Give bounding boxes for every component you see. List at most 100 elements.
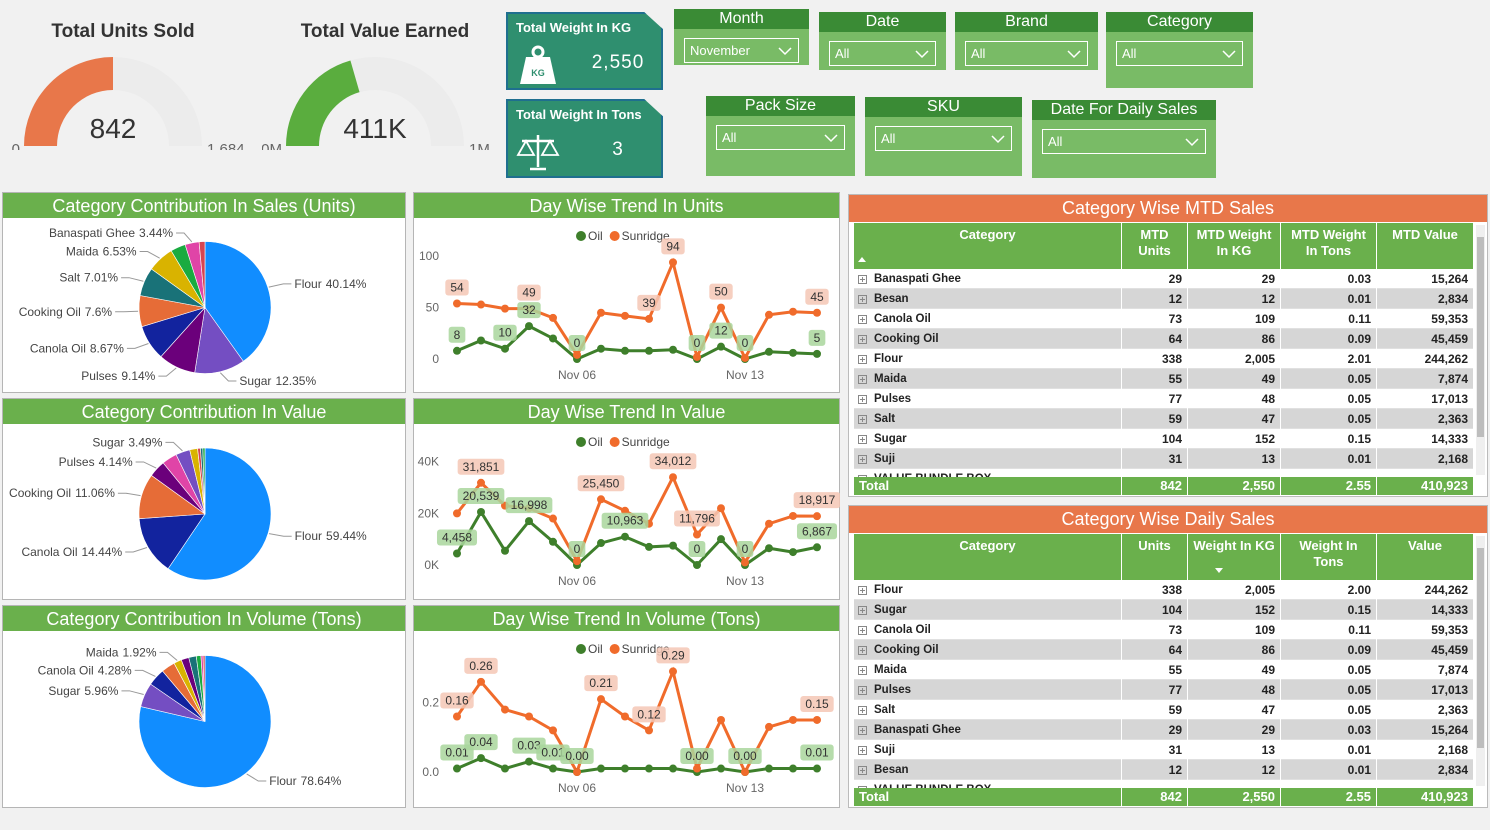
table-cell: 2,834 bbox=[1377, 289, 1474, 309]
point bbox=[813, 512, 821, 521]
scrollbar[interactable] bbox=[1476, 536, 1485, 786]
gauge-title: Total Value Earned bbox=[301, 21, 470, 42]
pie-label-category: Canola Oil bbox=[21, 545, 77, 559]
scroll-thumb[interactable] bbox=[1477, 237, 1484, 437]
slicer-dropdown[interactable]: All bbox=[875, 126, 1012, 151]
column-header[interactable]: MTD Value bbox=[1377, 223, 1473, 269]
table-cell: 15,264 bbox=[1377, 720, 1474, 740]
point bbox=[453, 549, 461, 558]
table-cell: 64 bbox=[1122, 640, 1188, 660]
column-header[interactable]: Weight In Tons bbox=[1281, 534, 1376, 580]
slicer-dropdown[interactable]: All bbox=[1116, 41, 1243, 66]
table-cell: 152 bbox=[1188, 600, 1281, 620]
column-header[interactable]: Units bbox=[1122, 534, 1187, 580]
table-cell: 152 bbox=[1188, 429, 1281, 449]
slicer-dropdown[interactable]: All bbox=[1042, 129, 1206, 154]
scrollbar[interactable] bbox=[1476, 225, 1485, 475]
table-cell: 17,013 bbox=[1377, 680, 1474, 700]
x-tick-label: Nov 06 bbox=[558, 368, 596, 382]
table-cell: 73 bbox=[1122, 620, 1188, 640]
pie-label: Flour 78.64% bbox=[269, 774, 341, 788]
data-label-bg bbox=[680, 748, 714, 764]
column-header[interactable]: MTD Units bbox=[1122, 223, 1187, 269]
table-cell: Banaspati Ghee bbox=[854, 720, 1122, 740]
point bbox=[597, 695, 605, 704]
table-row: Salt 59 47 0.05 2,363 bbox=[854, 700, 1474, 720]
data-label: 12 bbox=[714, 324, 728, 338]
table-cell: 12 bbox=[1122, 289, 1188, 309]
table-cell: 77 bbox=[1122, 680, 1188, 700]
column-header[interactable]: Value bbox=[1377, 534, 1473, 580]
sort-arrow bbox=[858, 257, 866, 262]
point bbox=[645, 542, 653, 551]
pie-label-value: 59.44% bbox=[326, 529, 367, 543]
table-row: Banaspati Ghee 29 29 0.03 15,264 bbox=[854, 269, 1474, 289]
point bbox=[813, 308, 821, 317]
data-label: 0.01 bbox=[541, 746, 565, 760]
data-label: 54 bbox=[450, 281, 464, 295]
pie-slice bbox=[138, 513, 206, 570]
slicer-dropdown[interactable]: All bbox=[716, 125, 845, 150]
pie-label-category: Canola Oil bbox=[38, 663, 94, 677]
total-row: Total 842 2,550 2.55 410,923 bbox=[854, 788, 1474, 806]
data-label: 10,963 bbox=[607, 514, 644, 528]
table-cell: 109 bbox=[1188, 309, 1281, 329]
pie-label-category: Sugar bbox=[239, 374, 271, 388]
point bbox=[453, 299, 461, 308]
pie-label: Maida 6.53% bbox=[66, 245, 137, 259]
point bbox=[693, 530, 701, 539]
pie-label: Pulses 9.14% bbox=[81, 369, 155, 383]
table-cell: VALUE BUNDLE BOX bbox=[854, 780, 1122, 788]
table-cell: Cooking Oil bbox=[854, 329, 1122, 349]
expand-icon bbox=[858, 315, 867, 324]
column-header[interactable]: Category bbox=[854, 534, 1121, 580]
data-label-bg bbox=[649, 453, 697, 470]
scroll-thumb[interactable] bbox=[1477, 548, 1484, 748]
column-header[interactable]: MTD Weight In KG bbox=[1188, 223, 1280, 269]
slicer-dropdown[interactable]: All bbox=[829, 41, 936, 66]
slicer-dropdown[interactable]: All bbox=[965, 41, 1088, 66]
table-cell: 47 bbox=[1188, 700, 1281, 720]
table-row: Flour 338 2,005 2.00 244,262 bbox=[854, 580, 1474, 600]
point bbox=[789, 764, 797, 773]
table-cell: 48 bbox=[1188, 680, 1281, 700]
title-bar bbox=[414, 399, 839, 424]
y-tick-label: 0K bbox=[424, 558, 439, 572]
legend-label: Sunridge bbox=[622, 229, 670, 243]
pie-label: Flour 40.14% bbox=[294, 277, 366, 291]
kpi-card: Total Weight In Tons 3 bbox=[506, 99, 663, 178]
table-cell: 2,168 bbox=[1377, 449, 1474, 469]
table-row: Sugar 104 152 0.15 14,333 bbox=[854, 429, 1474, 449]
chevron bbox=[824, 134, 838, 143]
table-row: VALUE BUNDLE BOX bbox=[854, 469, 1474, 477]
card-title: Total Weight In Tons bbox=[516, 107, 642, 122]
table-row: Flour 338 2,005 2.01 244,262 bbox=[854, 349, 1474, 369]
slicer-dropdown[interactable]: November bbox=[684, 38, 799, 63]
point bbox=[621, 532, 629, 541]
expand-icon bbox=[858, 395, 867, 404]
column-header[interactable]: Category bbox=[854, 223, 1121, 269]
table-cell: 77 bbox=[1122, 389, 1188, 409]
expand-icon bbox=[858, 706, 867, 715]
leader-line bbox=[159, 651, 178, 661]
point bbox=[789, 307, 797, 316]
card-title: Total Weight In KG bbox=[516, 20, 632, 35]
leader-line bbox=[268, 533, 292, 537]
pie-label-category: Sugar bbox=[48, 684, 80, 698]
point bbox=[717, 303, 725, 312]
point bbox=[765, 519, 773, 528]
column-header[interactable]: MTD Weight In Tons bbox=[1281, 223, 1376, 269]
point bbox=[573, 350, 581, 359]
expand-icon bbox=[858, 415, 867, 424]
legend-label: Oil bbox=[588, 435, 603, 449]
point bbox=[453, 712, 461, 721]
table-cell: 17,013 bbox=[1377, 389, 1474, 409]
series-line bbox=[456, 257, 818, 362]
table-cell: Salt bbox=[854, 700, 1122, 720]
data-label: 31,851 bbox=[463, 460, 500, 474]
table-cell: 7,874 bbox=[1377, 660, 1474, 680]
column-header[interactable]: Weight In KG bbox=[1188, 534, 1280, 580]
data-label: 34,012 bbox=[655, 454, 692, 468]
chart: Day Wise Trend In Value 0K 20K 40K Nov 06 Nov… bbox=[413, 398, 840, 600]
legend-marker bbox=[609, 437, 620, 447]
